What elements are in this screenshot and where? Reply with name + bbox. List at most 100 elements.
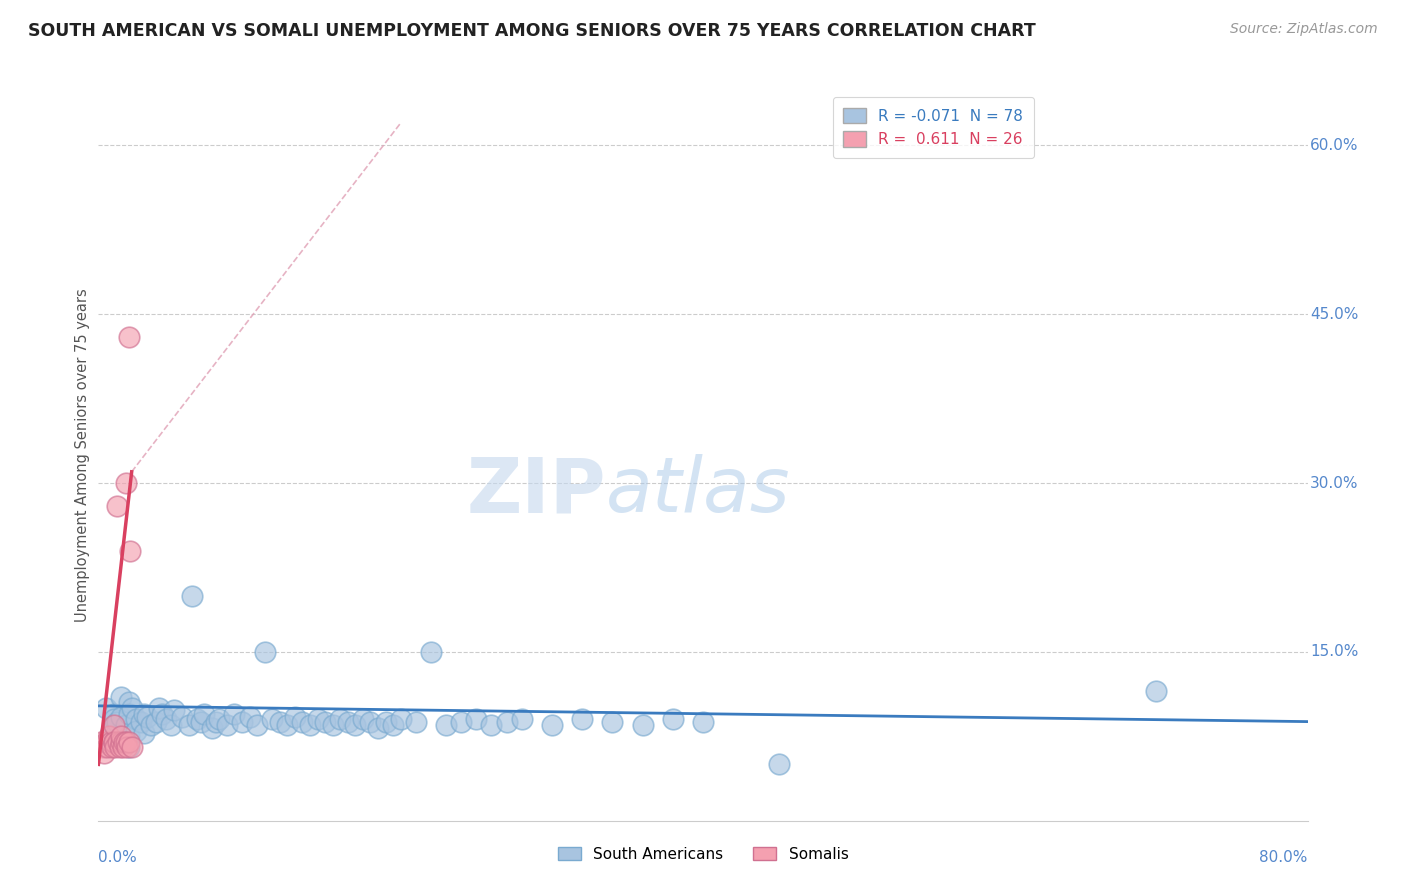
- Point: [100, 723, 122, 738]
- Point: [510, 712, 533, 726]
- Point: [103, 729, 125, 743]
- Point: [110, 729, 132, 743]
- Point: [631, 718, 654, 732]
- Point: [121, 740, 143, 755]
- Point: [239, 710, 262, 724]
- Point: [307, 712, 329, 726]
- Point: [118, 729, 141, 743]
- Point: [105, 714, 128, 729]
- Point: [299, 718, 322, 732]
- Point: [121, 701, 143, 715]
- Point: [118, 740, 141, 755]
- Point: [125, 723, 148, 738]
- Text: atlas: atlas: [606, 455, 790, 528]
- Point: [170, 710, 193, 724]
- Point: [208, 712, 231, 726]
- Point: [112, 735, 135, 749]
- Point: [110, 735, 132, 749]
- Point: [101, 740, 124, 755]
- Point: [114, 476, 136, 491]
- Point: [215, 718, 238, 732]
- Point: [91, 740, 114, 755]
- Text: 80.0%: 80.0%: [1260, 850, 1308, 865]
- Point: [148, 701, 170, 715]
- Point: [132, 726, 155, 740]
- Point: [405, 714, 427, 729]
- Point: [329, 712, 352, 726]
- Point: [540, 718, 562, 732]
- Point: [118, 735, 141, 749]
- Legend: South Americans, Somalis: South Americans, Somalis: [551, 840, 855, 868]
- Point: [94, 735, 117, 749]
- Text: Source: ZipAtlas.com: Source: ZipAtlas.com: [1230, 22, 1378, 37]
- Point: [118, 696, 141, 710]
- Point: [224, 706, 246, 721]
- Text: 0.0%: 0.0%: [98, 850, 138, 865]
- Point: [291, 714, 314, 729]
- Point: [201, 722, 224, 736]
- Point: [120, 543, 142, 558]
- Point: [360, 714, 382, 729]
- Point: [181, 589, 204, 603]
- Point: [108, 740, 131, 755]
- Text: 30.0%: 30.0%: [1310, 475, 1358, 491]
- Point: [481, 718, 503, 732]
- Point: [367, 722, 389, 736]
- Point: [661, 712, 683, 726]
- Point: [103, 735, 125, 749]
- Point: [111, 740, 134, 755]
- Point: [284, 710, 307, 724]
- Text: SOUTH AMERICAN VS SOMALI UNEMPLOYMENT AMONG SENIORS OVER 75 YEARS CORRELATION CH: SOUTH AMERICAN VS SOMALI UNEMPLOYMENT AM…: [28, 22, 1036, 40]
- Point: [419, 645, 441, 659]
- Point: [382, 718, 405, 732]
- Point: [314, 714, 336, 729]
- Point: [276, 718, 298, 732]
- Point: [110, 710, 132, 724]
- Point: [132, 706, 155, 721]
- Point: [374, 714, 396, 729]
- Point: [94, 701, 117, 715]
- Point: [352, 712, 374, 726]
- Point: [103, 712, 125, 726]
- Point: [103, 718, 125, 732]
- Point: [155, 712, 177, 726]
- Point: [129, 714, 152, 729]
- Point: [205, 714, 228, 729]
- Point: [253, 645, 276, 659]
- Point: [1144, 684, 1167, 698]
- Point: [177, 718, 201, 732]
- Point: [344, 718, 367, 732]
- Point: [114, 735, 136, 749]
- Point: [160, 718, 183, 732]
- Point: [118, 706, 141, 721]
- Point: [93, 746, 115, 760]
- Point: [768, 757, 790, 772]
- Point: [186, 712, 208, 726]
- Point: [141, 718, 163, 732]
- Point: [103, 706, 125, 721]
- Point: [96, 740, 118, 755]
- Point: [100, 735, 122, 749]
- Point: [336, 714, 359, 729]
- Point: [145, 714, 167, 729]
- Point: [495, 714, 517, 729]
- Point: [193, 706, 215, 721]
- Point: [115, 740, 138, 755]
- Point: [389, 712, 412, 726]
- Point: [114, 718, 136, 732]
- Point: [90, 735, 112, 749]
- Point: [434, 718, 457, 732]
- Point: [98, 729, 121, 743]
- Point: [322, 718, 344, 732]
- Point: [190, 714, 212, 729]
- Point: [150, 706, 173, 721]
- Point: [692, 714, 714, 729]
- Point: [465, 712, 488, 726]
- Point: [246, 718, 269, 732]
- Point: [103, 735, 125, 749]
- Point: [163, 703, 186, 717]
- Point: [104, 740, 127, 755]
- Text: ZIP: ZIP: [467, 455, 606, 528]
- Point: [110, 735, 132, 749]
- Point: [571, 712, 593, 726]
